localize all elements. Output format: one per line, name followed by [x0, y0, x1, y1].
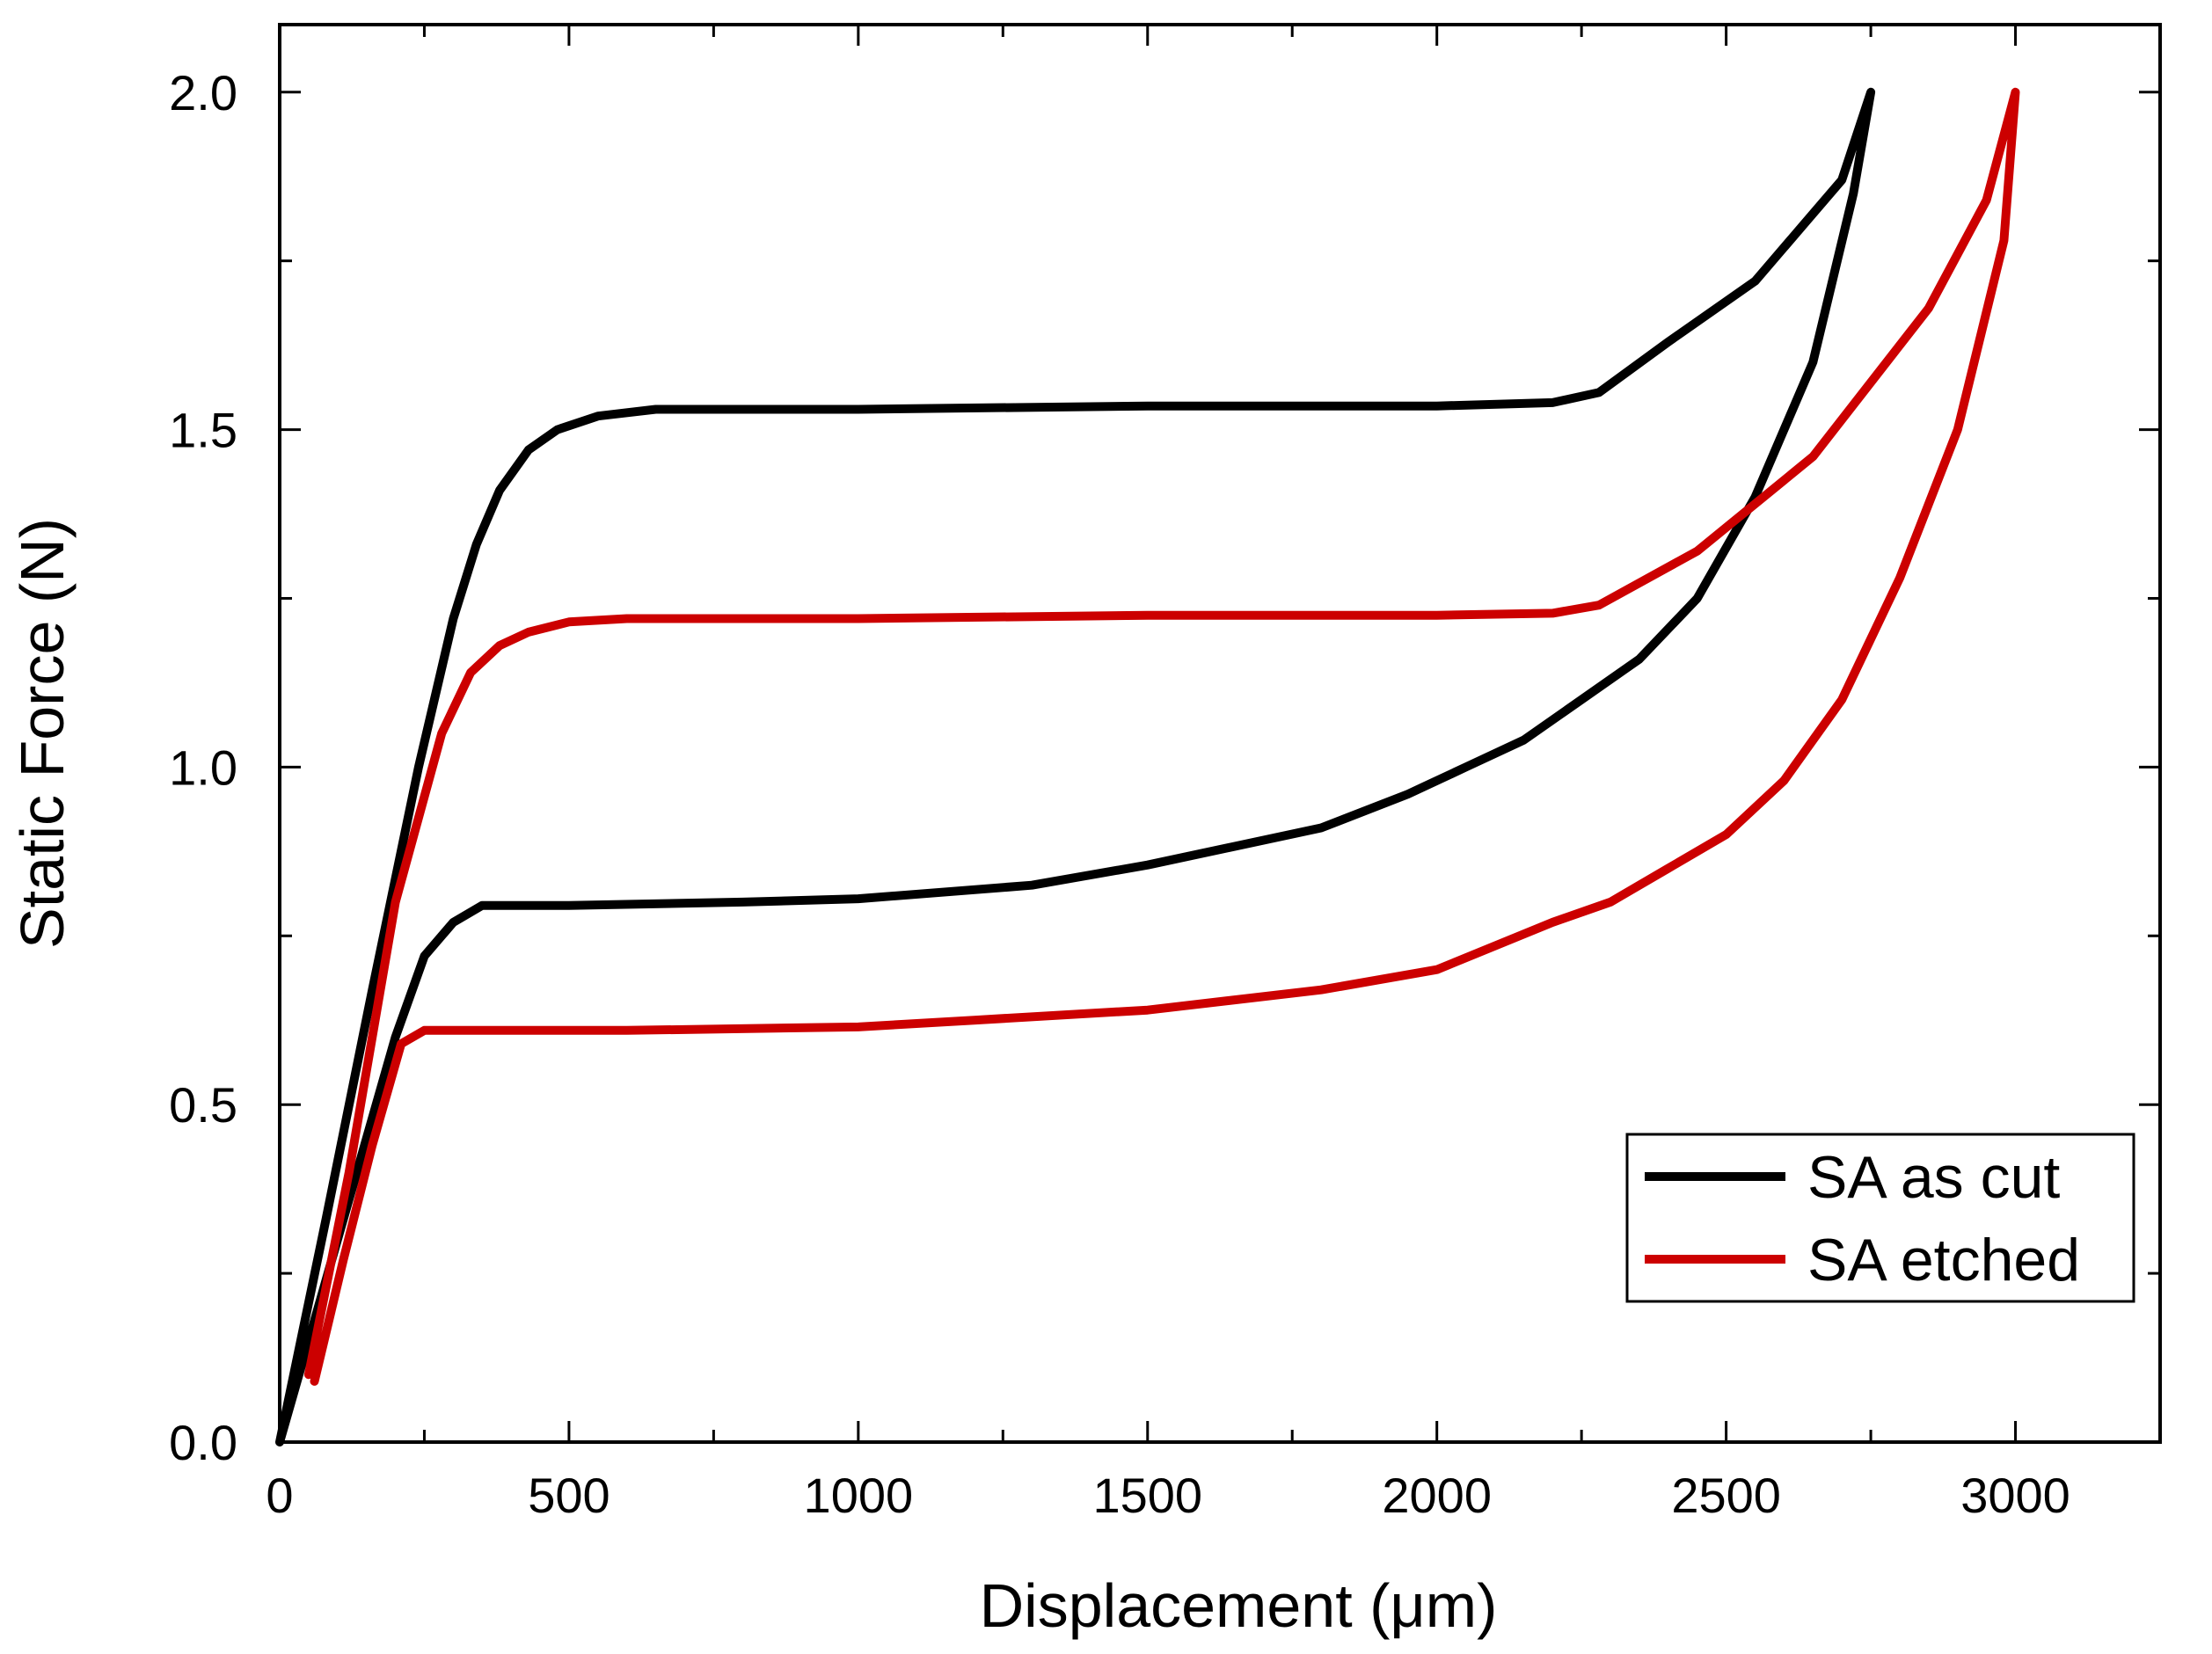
ticks-layer	[278, 25, 2160, 1444]
legend-label-sa-etched: SA etched	[1807, 1227, 2080, 1293]
x-tick-label: 0	[266, 1468, 293, 1523]
series-layer	[275, 87, 2020, 1446]
x-tick-label: 2000	[1382, 1468, 1492, 1523]
y-tick-label: 0.5	[169, 1077, 237, 1133]
y-tick-label: 1.0	[169, 740, 237, 795]
x-tick-label: 2500	[1671, 1468, 1781, 1523]
legend-label-sa-as-cut: SA as cut	[1807, 1144, 2060, 1211]
x-axis-title: Displacement (μm)	[980, 1571, 1498, 1640]
series-line-sa-etched	[303, 87, 2020, 1386]
tick-labels-layer: 0 500 1000 1500 2000 2500 3000 0.0 0.5 1.0 1.5 2.0	[169, 65, 2070, 1523]
y-tick-label: 2.0	[169, 65, 237, 120]
legend-box	[1625, 1133, 2135, 1303]
legend: SA as cut SA etched	[1625, 1133, 2135, 1303]
x-tick-label: 500	[528, 1468, 610, 1523]
x-tick-label: 3000	[1960, 1468, 2070, 1523]
y-axis-title: Static Force (N)	[8, 518, 77, 949]
x-tick-label: 1500	[1092, 1468, 1202, 1523]
plot-frame	[278, 23, 2162, 1444]
series-line-sa-as-cut	[275, 87, 1876, 1446]
y-tick-label: 0.0	[169, 1415, 237, 1470]
y-tick-label: 1.5	[169, 403, 237, 458]
x-tick-label: 1000	[804, 1468, 914, 1523]
